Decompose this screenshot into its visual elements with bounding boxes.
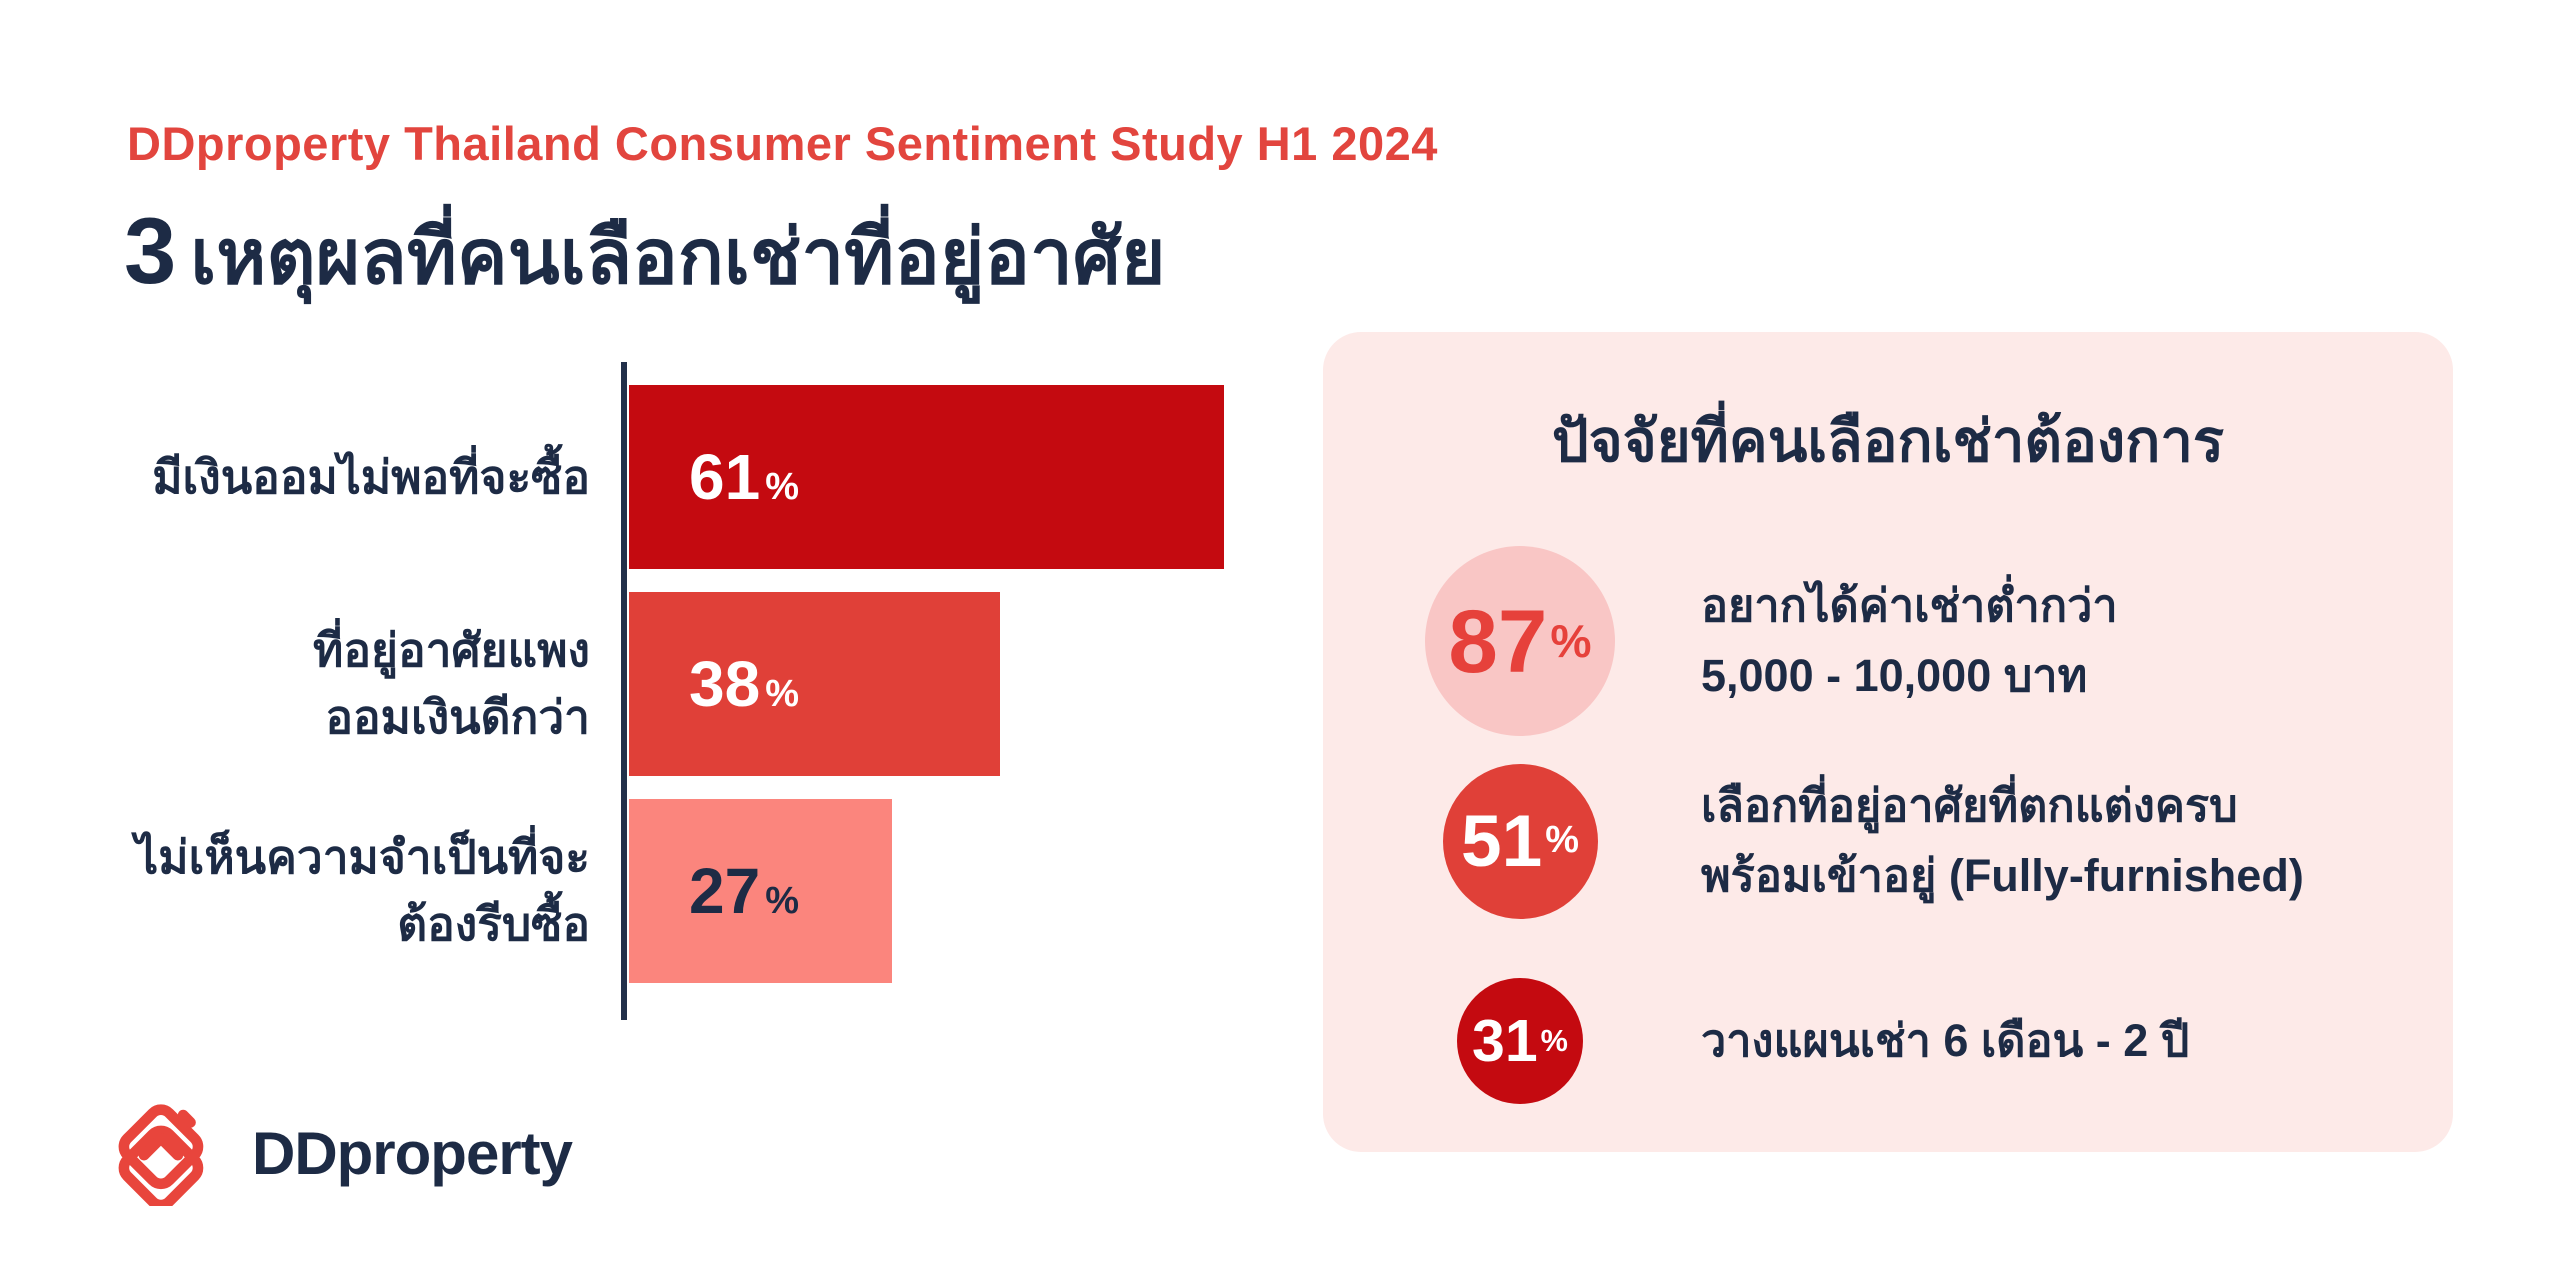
category-label-line: มีเงินออมไม่พอที่จะซื้อ	[152, 450, 590, 503]
percent-unit: %	[1550, 614, 1592, 667]
factor-list: 87% อยากได้ค่าเช่าต่ำกว่า 5,000 - 10,000…	[1323, 541, 2453, 1141]
bar-chart: 61% 38% 27%	[629, 385, 1224, 983]
factor-row-fully-furnished: 51% เลือกที่อยู่อาศัยที่ตกแต่งครบ พร้อมเ…	[1323, 741, 2453, 941]
factor-line: พร้อมเข้าอยู่ (Fully-furnished)	[1701, 850, 2304, 901]
percent-circle-wrap: 51%	[1375, 763, 1665, 919]
heading-number: 3	[124, 198, 177, 303]
percent-number: 31	[1472, 1007, 1538, 1074]
factor-line: วางแผนเช่า 6 เดือน - 2 ปี	[1701, 1015, 2190, 1067]
category-label: มีเงินออมไม่พอที่จะซื้อ	[50, 385, 590, 569]
category-label-line: ต้องรีบซื้อ	[397, 898, 590, 950]
category-label-line: ไม่เห็นความจำเป็นที่จะ	[135, 831, 590, 884]
factor-line: อยากได้ค่าเช่าต่ำกว่า	[1701, 580, 2118, 632]
bar-housing-expensive: 38%	[629, 592, 1000, 776]
category-label: ไม่เห็นความจำเป็นที่จะ ต้องรีบซื้อ	[50, 799, 590, 983]
page-title: 3 เหตุผลที่คนเลือกเช่าที่อยู่อาศัย	[124, 192, 1166, 310]
panel-title: ปัจจัยที่คนเลือกเช่าต้องการ	[1551, 409, 2225, 474]
percent-unit: %	[1545, 819, 1579, 862]
chart-category-labels: มีเงินออมไม่พอที่จะซื้อ ที่อยู่อาศัยแพง …	[50, 385, 590, 983]
bar-value-number: 61	[689, 441, 761, 513]
percent-circle-31: 31%	[1457, 978, 1583, 1104]
bar-no-need-to-rush: 27%	[629, 799, 893, 983]
ddproperty-logo: DDproperty	[100, 1096, 573, 1211]
percent-circle-wrap: 31%	[1375, 978, 1665, 1104]
factor-description: เลือกที่อยู่อาศัยที่ตกแต่งครบ พร้อมเข้าอ…	[1701, 771, 2304, 911]
category-label-line: ออมเงินดีกว่า	[325, 691, 590, 743]
bar-value-unit: %	[765, 466, 799, 508]
percent-circle-51: 51%	[1442, 763, 1598, 919]
factor-description: อยากได้ค่าเช่าต่ำกว่า 5,000 - 10,000 บาท	[1701, 571, 2118, 711]
factor-description: วางแผนเช่า 6 เดือน - 2 ปี	[1701, 1006, 2189, 1076]
percent-circle-87: 87%	[1425, 546, 1615, 736]
chart-axis-line	[621, 362, 627, 1020]
percent-circle-wrap: 87%	[1375, 546, 1665, 736]
percent-number: 51	[1461, 800, 1543, 882]
study-title: DDproperty Thailand Consumer Sentiment S…	[127, 117, 1438, 170]
heading-text: เหตุผลที่คนเลือกเช่าที่อยู่อาศัย	[190, 215, 1166, 300]
factor-row-rent-budget: 87% อยากได้ค่าเช่าต่ำกว่า 5,000 - 10,000…	[1323, 541, 2453, 741]
bar-savings-not-enough: 61%	[629, 385, 1224, 569]
bar-value-unit: %	[765, 880, 799, 922]
percent-unit: %	[1540, 1022, 1568, 1058]
category-label: ที่อยู่อาศัยแพง ออมเงินดีกว่า	[50, 592, 590, 776]
renter-factors-panel: ปัจจัยที่คนเลือกเช่าต้องการ 87% อยากได้ค…	[1323, 332, 2453, 1152]
bar-value-label: 38%	[689, 652, 799, 716]
percent-number: 87	[1448, 590, 1548, 691]
category-label-line: ที่อยู่อาศัยแพง	[313, 624, 590, 677]
bar-value-label: 27%	[689, 859, 799, 923]
bar-value-label: 61%	[689, 445, 799, 509]
factor-row-rental-duration: 31% วางแผนเช่า 6 เดือน - 2 ปี	[1323, 941, 2453, 1141]
factor-line: เลือกที่อยู่อาศัยที่ตกแต่งครบ	[1701, 780, 2238, 832]
bar-value-number: 38	[689, 648, 761, 720]
logo-wordmark: DDproperty	[252, 1120, 573, 1187]
ddproperty-house-icon	[100, 1096, 224, 1211]
bar-value-number: 27	[689, 855, 761, 927]
factor-line: 5,000 - 10,000 บาท	[1701, 650, 2088, 701]
bar-value-unit: %	[765, 673, 799, 715]
